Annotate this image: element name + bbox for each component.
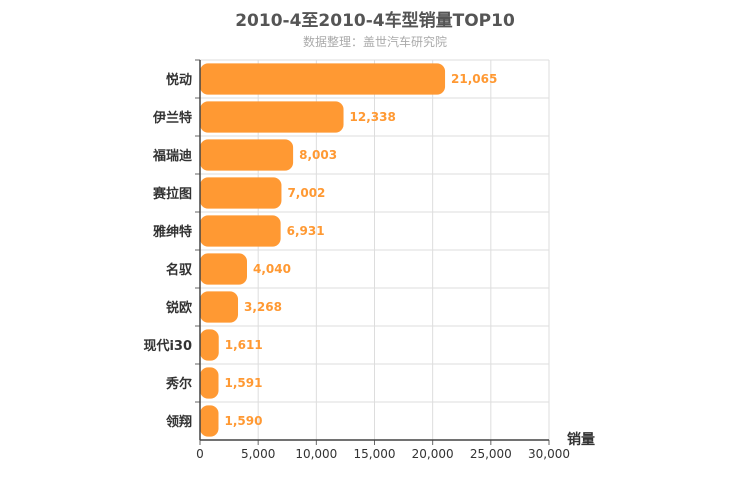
- bar: [200, 215, 281, 247]
- x-tick-label: 0: [196, 447, 204, 461]
- bar: [200, 177, 282, 209]
- bar: [200, 139, 294, 171]
- x-tick-label: 30,000: [528, 447, 570, 461]
- x-tick-label: 25,000: [470, 447, 512, 461]
- bar-value-label: 1,590: [224, 414, 262, 428]
- bar-value-label: 8,003: [299, 148, 337, 162]
- x-tick-label: 15,000: [354, 447, 396, 461]
- x-tick-label: 5,000: [241, 447, 275, 461]
- bar: [200, 253, 247, 285]
- x-tick-label: 20,000: [412, 447, 454, 461]
- bar-value-label: 3,268: [244, 300, 282, 314]
- bar: [200, 367, 219, 399]
- axis-layer: 0 5,000 10,000 15,000 20,000 25,000 30,000 悦动伊兰…: [143, 59, 570, 461]
- category-label: 锐欧: [166, 300, 192, 316]
- bar-value-label: 21,065: [451, 72, 497, 86]
- category-label: 秀尔: [165, 376, 192, 392]
- category-label: 领翔: [166, 414, 192, 430]
- bar-value-label: 7,002: [287, 186, 325, 200]
- category-label: 雅绅特: [153, 224, 192, 240]
- category-label: 悦动: [166, 72, 192, 88]
- bar: [200, 405, 219, 437]
- bar-value-label: 6,931: [287, 224, 325, 238]
- category-label: 现代i30: [143, 338, 192, 354]
- chart-subtitle: 数据整理：盖世汽车研究院: [302, 35, 447, 49]
- category-label: 伊兰特: [152, 110, 192, 126]
- bar-value-label: 12,338: [350, 110, 396, 124]
- x-axis-title: 销量: [567, 431, 595, 448]
- bar: [200, 63, 446, 95]
- bar: [200, 329, 219, 361]
- grid-layer: [200, 59, 550, 441]
- bar: [200, 291, 239, 323]
- bar-value-label: 1,611: [225, 338, 263, 352]
- category-label: 名驭: [166, 262, 193, 278]
- chart-title: 2010-4至2010-4车型销量TOP10: [235, 11, 515, 31]
- category-label: 福瑞迪: [152, 148, 192, 164]
- bar-layer: 21,065 12,338 8,003 7,002 6,931 4,040 3,268 1,6…: [200, 63, 497, 437]
- x-tick-label: 10,000: [295, 447, 337, 461]
- category-label: 赛拉图: [152, 186, 192, 202]
- bar: [200, 101, 344, 133]
- bar-value-label: 1,591: [225, 376, 263, 390]
- bar-value-label: 4,040: [253, 262, 291, 276]
